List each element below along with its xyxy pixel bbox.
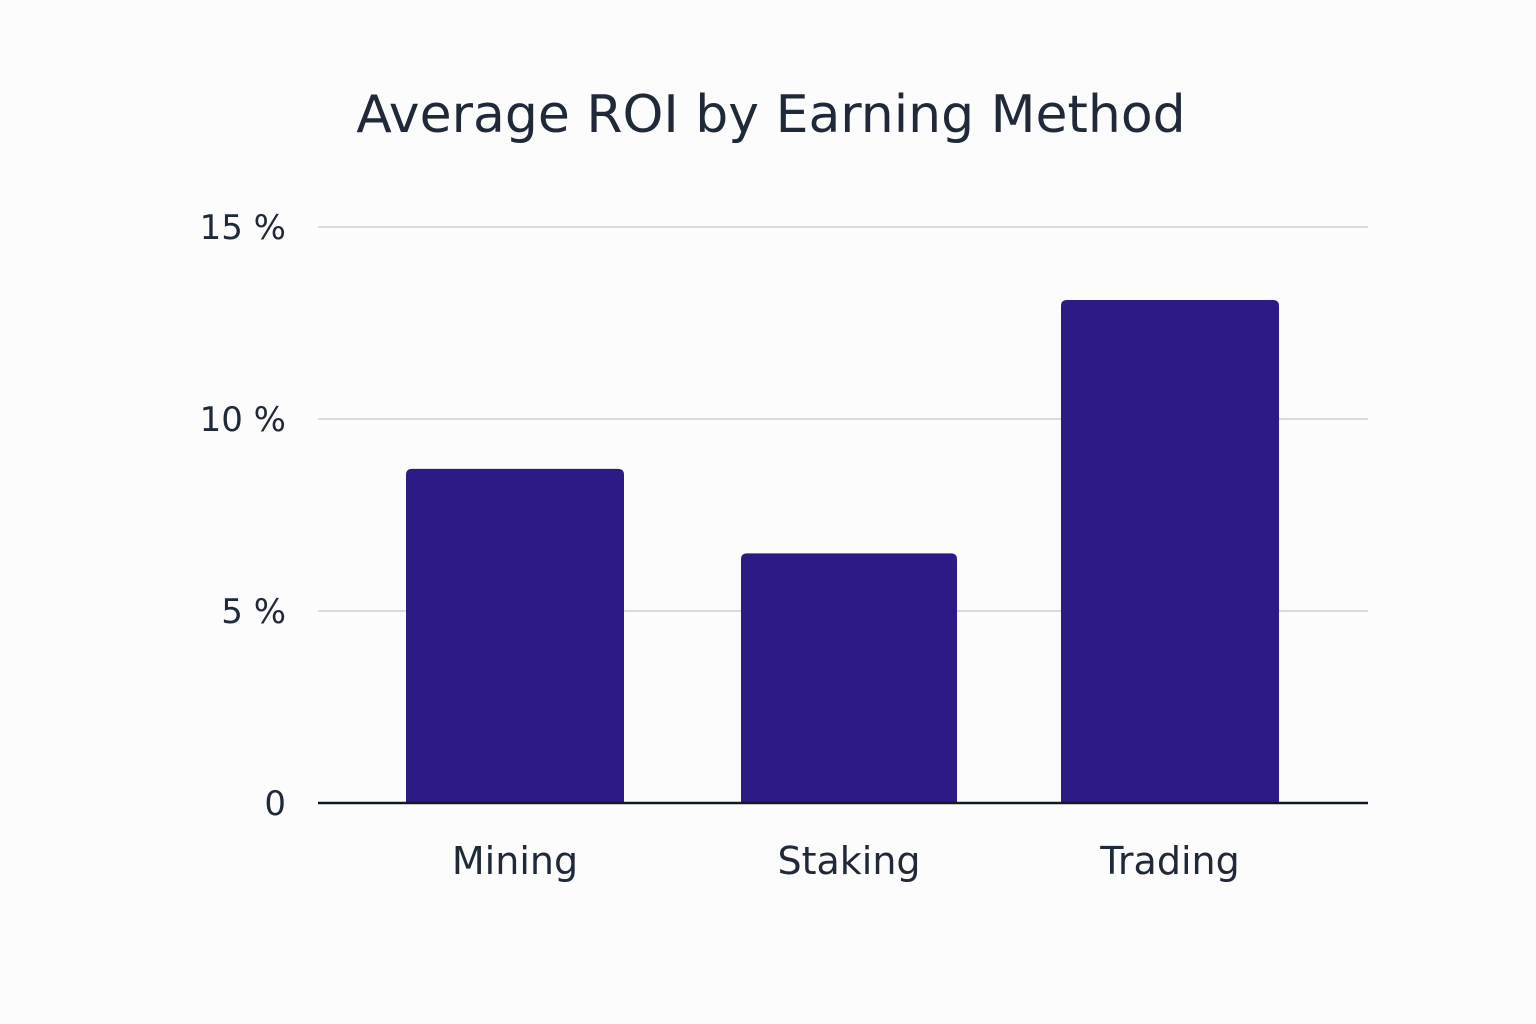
bar-trading (1061, 299, 1279, 803)
bar-staking (741, 553, 957, 803)
chart-title: Average ROI by Earning Method (356, 85, 1185, 145)
x-category-label: Staking (777, 839, 920, 883)
y-tick-label: 10 % (200, 400, 286, 440)
y-tick-label: 15 % (200, 208, 286, 248)
y-tick-label: 5 % (221, 592, 286, 632)
x-category-label: Mining (452, 839, 578, 883)
bars (406, 299, 1279, 803)
x-axis: Mining Staking Trading (452, 839, 1240, 883)
y-axis: 0 5 % 10 % 15 % (200, 208, 1368, 824)
bar-mining (406, 468, 624, 803)
y-tick-label: 0 (264, 784, 286, 824)
x-category-label: Trading (1099, 839, 1239, 883)
